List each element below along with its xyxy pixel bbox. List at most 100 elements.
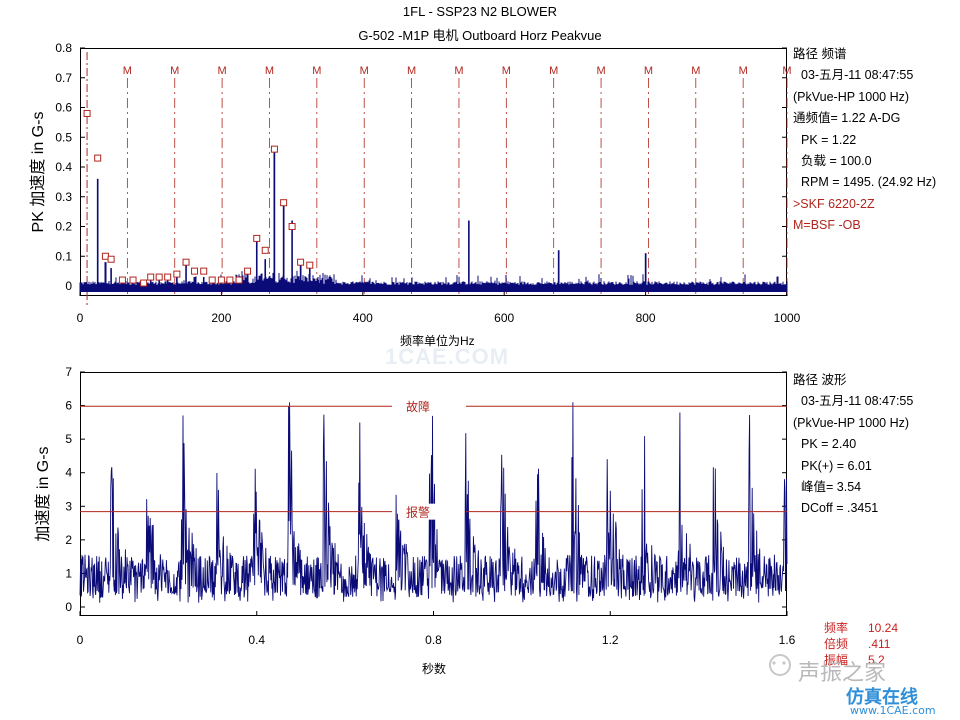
spectrum-marker-label: M [170, 65, 179, 77]
wechat-icon-eye [782, 661, 786, 665]
spectrum-info-mode: (PkVue-HP 1000 Hz) [793, 89, 910, 104]
waveform-info-panel: 路径 波形 03-五月-11 08:47:55 (PkVue-HP 1000 H… [793, 370, 913, 520]
fault-label: 故障 [406, 399, 430, 414]
spectrum-peak-marker [280, 199, 288, 207]
spectrum-peak-marker [288, 223, 296, 230]
readout-freq-value: 10.24 [868, 621, 899, 635]
spectrum-info-date: 03-五月-11 08:47:55 [801, 68, 914, 83]
waveform-trace [79, 402, 788, 603]
spectrum-peak-marker [155, 273, 163, 281]
waveform-info-date: 03-五月-11 08:47:55 [801, 394, 914, 409]
watermark-subtitle: 仿真在线 [846, 687, 918, 708]
spectrum-info-pk: PK = 1.22 [801, 132, 857, 147]
spectrum-y-tick-label: 0.1 [55, 249, 72, 263]
spectrum-x-tick-label: 0 [77, 311, 84, 325]
spectrum-y-tick-label: 0.3 [55, 190, 72, 204]
spectrum-y-axis-label: PK 加速度 in G-s [30, 111, 47, 233]
waveform-info-pk-plus: PK(+) = 6.01 [801, 458, 872, 473]
spectrum-x-tick-label: 1000 [774, 311, 801, 325]
waveform-y-tick-label: 6 [65, 399, 72, 413]
spectrum-info-panel: 路径 频谱 03-五月-11 08:47:55 (PkVue-HP 1000 H… [793, 44, 936, 237]
spectrum-peak-marker [101, 252, 109, 260]
spectrum-peak-marker [306, 261, 314, 269]
spectrum-x-tick-label: 400 [353, 311, 373, 325]
watermark-center: 1CAE.COM [385, 344, 510, 369]
waveform-y-tick-label: 5 [65, 432, 72, 446]
spectrum-marker-label: M [596, 65, 605, 77]
waveform-x-tick-label: 0.8 [425, 633, 442, 647]
spectrum-peak-marker [140, 279, 148, 287]
spectrum-marker-label: M [123, 65, 132, 77]
fault-label-bg [398, 398, 460, 415]
spectrum-peak-marker [200, 267, 208, 275]
alarm-label: 报警 [406, 505, 430, 520]
waveform-info-path: 路径 波形 [793, 373, 847, 387]
spectrum-info-marker-legend: M=BSF -OB [793, 218, 861, 233]
spectrum-x-tick-label: 800 [636, 311, 656, 325]
readout-freq-label: 频率 [824, 621, 849, 635]
readout-amp-label: 振幅 [824, 653, 849, 667]
spectrum-marker-label: M [454, 65, 463, 77]
spectrum-marker-label: M [549, 65, 558, 77]
spectrum-peak-marker [118, 276, 126, 284]
spectrum-peak-marker [94, 154, 102, 162]
spectrum-plot-area [80, 48, 787, 296]
wechat-icon [769, 654, 791, 676]
readout-order-value: .411 [868, 637, 891, 651]
spectrum-info-rpm: RPM = 1495. (24.92 Hz) [801, 175, 937, 190]
spectrum-peak-marker [235, 276, 243, 284]
waveform-info-dcoff: DCoff = .3451 [801, 501, 879, 516]
waveform-info-crest: 峰值= 3.54 [801, 480, 862, 495]
spectrum-marker-label: M [739, 65, 748, 77]
spectrum-marker-label: M [691, 65, 700, 77]
wechat-icon-eye [772, 661, 776, 665]
watermark-title: 声振之家 [798, 661, 887, 686]
watermark-url: www.1CAE.com [850, 704, 936, 717]
spectrum-peak-marker [173, 270, 181, 278]
spectrum-peak-marker [226, 276, 234, 284]
spectrum-peak-marker [297, 258, 305, 266]
spectrum-peak-marker [191, 267, 199, 275]
spectrum-x-axis-label: 频率单位为Hz [400, 334, 475, 348]
spectrum-peak-marker [253, 234, 261, 242]
spectrum-peak-marker [164, 273, 172, 281]
spectrum-y-tick-label: 0.8 [55, 41, 72, 55]
spectrum-y-tick-label: 0.2 [55, 220, 72, 234]
spectrum-info-bearing: >SKF 6220-2Z [793, 196, 875, 211]
spectrum-peak-marker [208, 276, 216, 284]
alarm-label-bg [398, 503, 460, 520]
spectrum-marker-label: M [644, 65, 653, 77]
cursor-readout: 频率 10.24 倍频 .411 振幅 5.2 [824, 620, 898, 668]
spectrum-peak-marker [147, 273, 155, 281]
spectrum-x-tick-label: 600 [494, 311, 514, 325]
spectrum-y-tick-label: 0 [65, 279, 72, 293]
spectrum-peak-marker [261, 246, 269, 254]
spectrum-marker-label: M [360, 65, 369, 77]
readout-amp-value: 5.2 [868, 653, 885, 667]
spectrum-info-overall: 通频值= 1.22 A-DG [793, 111, 901, 126]
chart-subtitle: G-502 -M1P 电机 Outboard Horz Peakvue [358, 28, 602, 43]
waveform-x-axis-label: 秒数 [422, 662, 447, 676]
spectrum-peak-marker [244, 267, 252, 275]
spectrum-peak-marker [129, 276, 137, 284]
spectrum-peak-marker [182, 258, 190, 266]
readout-order-label: 倍频 [824, 637, 849, 651]
spectrum-peak-marker [83, 109, 91, 117]
waveform-y-tick-label: 7 [65, 365, 72, 379]
waveform-y-axis-label: 加速度 in G-s [35, 446, 52, 542]
waveform-y-tick-label: 4 [65, 466, 72, 480]
spectrum-peak-marker [217, 276, 225, 284]
waveform-y-tick-label: 2 [65, 533, 72, 547]
spectrum-y-tick-label: 0.4 [55, 160, 72, 174]
spectrum-y-tick-label: 0.5 [55, 130, 72, 144]
waveform-y-tick-label: 3 [65, 499, 72, 513]
spectrum-marker-label: M [782, 65, 791, 77]
waveform-x-tick-label: 0.4 [248, 633, 265, 647]
spectrum-marker-label: M [312, 65, 321, 77]
spectrum-x-tick-label: 200 [211, 311, 231, 325]
chart-title: 1FL - SSP23 N2 BLOWER [402, 4, 558, 19]
spectrum-marker-label: M [407, 65, 416, 77]
spectrum-marker-label: M [265, 65, 274, 77]
spectrum-y-tick-label: 0.6 [55, 101, 72, 115]
